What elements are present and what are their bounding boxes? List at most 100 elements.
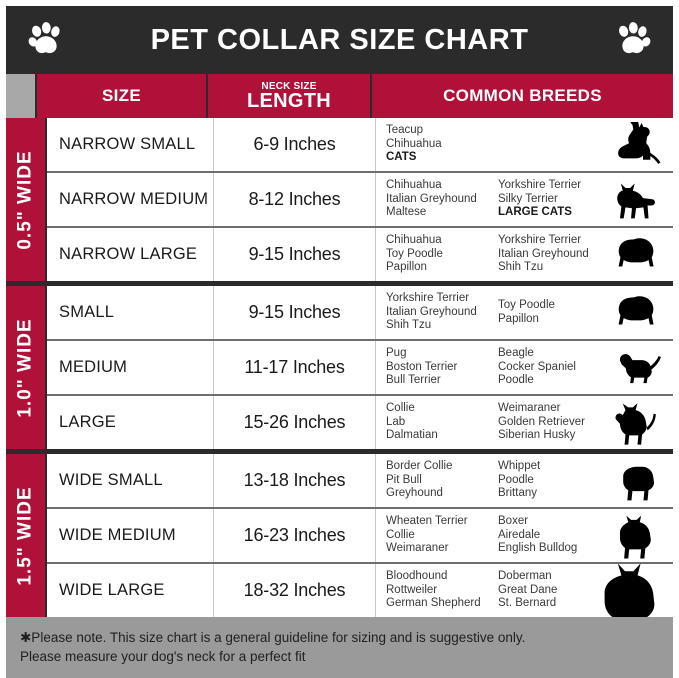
section-rows: NARROW SMALL 6-9 Inches Teacup Chihuahua CAT… bbox=[47, 118, 673, 281]
table-row[interactable]: WIDE SMALL 13-18 Inches Border Collie Pit B… bbox=[47, 454, 673, 509]
table-row[interactable]: LARGE 15-26 Inches Collie Lab Dalmatian Weima… bbox=[47, 396, 673, 449]
table-row[interactable]: NARROW LARGE 9-15 Inches Chihuahua Toy Pood… bbox=[47, 228, 673, 281]
paw-print-icon bbox=[26, 20, 66, 60]
cell-length: 8-12 Inches bbox=[214, 173, 376, 226]
table-row[interactable]: SMALL 9-15 Inches Yorkshire Terrier Italian… bbox=[47, 286, 673, 341]
breed-name: St. Bernard bbox=[498, 597, 557, 610]
breed-name: Whippet bbox=[498, 460, 541, 473]
breed-name: Boxer bbox=[498, 515, 529, 528]
cell-size: NARROW MEDIUM bbox=[47, 173, 214, 226]
table-row[interactable]: WIDE LARGE 18-32 Inches Bloodhound Rottweil… bbox=[47, 562, 673, 622]
breed-name: Beagle bbox=[498, 347, 534, 360]
doberman-silhouette bbox=[595, 560, 673, 622]
section-label-1: 0.5" WIDE bbox=[6, 118, 45, 281]
table-row[interactable]: NARROW SMALL 6-9 Inches Teacup Chihuahua CAT… bbox=[47, 118, 673, 173]
breed-name: Papillon bbox=[498, 312, 539, 325]
breed-name: Shih Tzu bbox=[386, 319, 432, 332]
breed-name: Weimaraner bbox=[386, 542, 449, 555]
breed-name: Poodle bbox=[498, 473, 534, 486]
cell-length: 15-26 Inches bbox=[214, 396, 376, 449]
width-section: 1.0" WIDE SMALL 9-15 Inches Yorkshire Terri… bbox=[6, 281, 673, 449]
footer-note: ✱Please note. This size chart is a gener… bbox=[6, 617, 673, 678]
breed-name: Boston Terrier bbox=[386, 360, 458, 373]
cell-length: 6-9 Inches bbox=[214, 118, 376, 171]
breed-name: Chihuahua bbox=[386, 179, 442, 192]
breed-name: Border Collie bbox=[386, 460, 453, 473]
breed-name: Siberian Husky bbox=[498, 429, 576, 442]
breed-column-right: Doberman Great Dane St. Bernard bbox=[498, 570, 610, 610]
table-body: 0.5" WIDE NARROW SMALL 6-9 Inches Teacup Chi… bbox=[6, 118, 673, 622]
table-row[interactable]: WIDE MEDIUM 16-23 Inches Wheaten Terrier Co… bbox=[47, 509, 673, 564]
cell-common-breeds: Bloodhound Rottweiler German Shepherd Dober… bbox=[376, 562, 673, 622]
table-column-header: SIZE NECK SIZE LENGTH COMMON BREEDS bbox=[6, 74, 673, 118]
breed-name: Toy Poodle bbox=[386, 247, 443, 260]
breed-column-right: Whippet Poodle Brittany bbox=[498, 460, 610, 500]
cell-size: MEDIUM bbox=[47, 341, 214, 394]
breed-name: Bull Terrier bbox=[386, 374, 441, 387]
breed-name: Papillon bbox=[386, 261, 427, 274]
breed-name: Collie bbox=[386, 528, 415, 541]
breed-column-right: Toy Poodle Papillon bbox=[498, 299, 610, 326]
section-label-text: 1.0" WIDE bbox=[14, 317, 36, 418]
cell-common-breeds: Collie Lab Dalmatian Weimaraner Golden Retri… bbox=[376, 396, 673, 449]
breed-name: Italian Greyhound bbox=[498, 247, 589, 260]
breed-column-right: Weimaraner Golden Retriever Siberian Husky bbox=[498, 402, 610, 442]
cat-sitting-silhouette bbox=[605, 121, 669, 168]
cell-common-breeds: Chihuahua Toy Poodle Papillon Yorkshire Ter… bbox=[376, 228, 673, 281]
breed-column-right: Yorkshire Terrier Italian Greyhound Shih T… bbox=[498, 234, 610, 274]
breed-name: Italian Greyhound bbox=[386, 192, 477, 205]
cell-size: SMALL bbox=[47, 286, 214, 339]
column-header-neck-size: NECK SIZE bbox=[261, 80, 317, 92]
width-section: 0.5" WIDE NARROW SMALL 6-9 Inches Teacup Chi… bbox=[6, 118, 673, 281]
cell-size: NARROW LARGE bbox=[47, 228, 214, 281]
breed-column-left: Yorkshire Terrier Italian Greyhound Shih T… bbox=[386, 292, 498, 332]
breed-name: Brittany bbox=[498, 487, 537, 500]
width-section: 1.5" WIDE WIDE SMALL 13-18 Inches Border Co… bbox=[6, 449, 673, 622]
breed-name: German Shepherd bbox=[386, 597, 481, 610]
chihuahua-silhouette bbox=[605, 177, 669, 223]
cell-common-breeds: Border Collie Pit Bull Greyhound Whippet Poo… bbox=[376, 454, 673, 507]
breed-column-left: Teacup Chihuahua CATS bbox=[386, 124, 498, 164]
footer-note-line-2: Please measure your dog's neck for a per… bbox=[20, 649, 306, 664]
column-header-size: SIZE bbox=[37, 74, 206, 118]
breed-name: Airedale bbox=[498, 528, 541, 541]
cell-common-breeds: Pug Boston Terrier Bull Terrier Beagle Cocke… bbox=[376, 341, 673, 394]
breed-name: Greyhound bbox=[386, 487, 443, 500]
breed-column-left: Wheaten Terrier Collie Weimaraner bbox=[386, 515, 498, 555]
cell-size: LARGE bbox=[47, 396, 214, 449]
breed-name: LARGE CATS bbox=[498, 206, 572, 219]
breed-name: Italian Greyhound bbox=[386, 305, 477, 318]
column-header-length-label: LENGTH bbox=[246, 89, 332, 112]
cell-size: WIDE MEDIUM bbox=[47, 509, 214, 562]
breed-name: Poodle bbox=[498, 374, 534, 387]
cell-size: WIDE SMALL bbox=[47, 454, 214, 507]
breed-column-left: Chihuahua Toy Poodle Papillon bbox=[386, 234, 498, 274]
chart-title-bar: PET COLLAR SIZE CHART bbox=[6, 6, 673, 74]
cell-length: 9-15 Inches bbox=[214, 228, 376, 281]
breed-name: Yorkshire Terrier bbox=[498, 179, 582, 192]
cell-size: WIDE LARGE bbox=[47, 564, 214, 617]
breed-name: Weimaraner bbox=[498, 402, 561, 415]
breed-name: Silky Terrier bbox=[498, 192, 558, 205]
bulldog-silhouette bbox=[605, 458, 669, 504]
pomeranian-silhouette bbox=[605, 232, 669, 278]
breed-name: Toy Poodle bbox=[498, 299, 555, 312]
table-row[interactable]: MEDIUM 11-17 Inches Pug Boston Terrier Bull … bbox=[47, 341, 673, 396]
breed-name: Pit Bull bbox=[386, 473, 422, 486]
beagle-silhouette bbox=[605, 345, 669, 391]
paw-print-icon bbox=[613, 20, 653, 60]
header-corner-cell bbox=[6, 74, 35, 118]
breed-name: Collie bbox=[386, 402, 415, 415]
section-label-text: 1.5" WIDE bbox=[14, 485, 36, 586]
breed-name: Chihuahua bbox=[386, 234, 442, 247]
cell-length: 11-17 Inches bbox=[214, 341, 376, 394]
table-row[interactable]: NARROW MEDIUM 8-12 Inches Chihuahua Italian… bbox=[47, 173, 673, 228]
breed-column-right: Beagle Cocker Spaniel Poodle bbox=[498, 347, 610, 387]
cell-size: NARROW SMALL bbox=[47, 118, 214, 171]
pomeranian-silhouette bbox=[605, 290, 669, 336]
section-label-2: 1.0" WIDE bbox=[6, 286, 45, 449]
shepherd-silhouette bbox=[605, 400, 669, 446]
cell-common-breeds: Yorkshire Terrier Italian Greyhound Shih T… bbox=[376, 286, 673, 339]
breed-column-left: Border Collie Pit Bull Greyhound bbox=[386, 460, 498, 500]
section-rows: WIDE SMALL 13-18 Inches Border Collie Pit B… bbox=[47, 454, 673, 622]
